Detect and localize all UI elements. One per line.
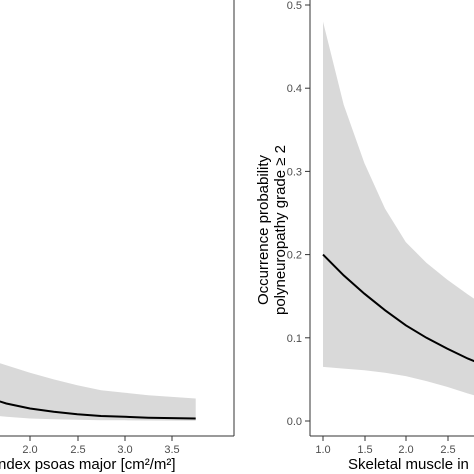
right-x-tick-label: 2.5	[440, 444, 455, 456]
left-x-tick-label: 3.0	[117, 444, 132, 456]
left-x-tick-label: 2.0	[22, 444, 37, 456]
right-x-tick-label: 1.0	[315, 444, 330, 456]
left-x-tick-label: 2.5	[70, 444, 85, 456]
right-chart: 0.00.10.20.30.40.5 1.01.52.02.53.03.5 Oc…	[255, 0, 474, 473]
right-y-tick-label: 0.3	[287, 166, 302, 178]
left-x-tick-label: 3.5	[164, 444, 179, 456]
right-x-tick-label: 1.5	[357, 444, 372, 456]
right-y-axis-title-line2: polyneuropathy grade ≥ 2	[272, 145, 289, 315]
left-x-axis-title: ndex psoas major [cm²/m²]	[0, 456, 176, 473]
left-fitted-line	[0, 400, 196, 420]
right-x-axis-title: Skeletal muscle in	[348, 456, 469, 473]
right-x-ticks: 1.01.52.02.53.03.5	[315, 436, 456, 456]
left-x-ticks: 2.0 2.5 3.0 3.5	[22, 436, 180, 456]
right-y-tick-label: 0.2	[287, 250, 302, 262]
right-fitted-line	[322, 253, 474, 363]
right-y-tick-label: 0.1	[287, 333, 302, 345]
left-confidence-band	[0, 363, 196, 421]
right-y-tick-label: 0.0	[287, 416, 302, 428]
left-chart: 2.0 2.5 3.0 3.5 ndex psoas major [cm²/m²]	[0, 0, 235, 473]
right-y-ticks: 0.0 0.1 0.2 0.3 0.4 0.5	[287, 0, 310, 428]
right-y-tick-label: 0.5	[287, 0, 302, 12]
right-y-tick-label: 0.4	[287, 83, 302, 95]
right-x-tick-label: 2.0	[398, 444, 413, 456]
right-y-axis-title-line1: Occurrence probability	[255, 154, 272, 305]
right-confidence-band	[323, 21, 474, 396]
